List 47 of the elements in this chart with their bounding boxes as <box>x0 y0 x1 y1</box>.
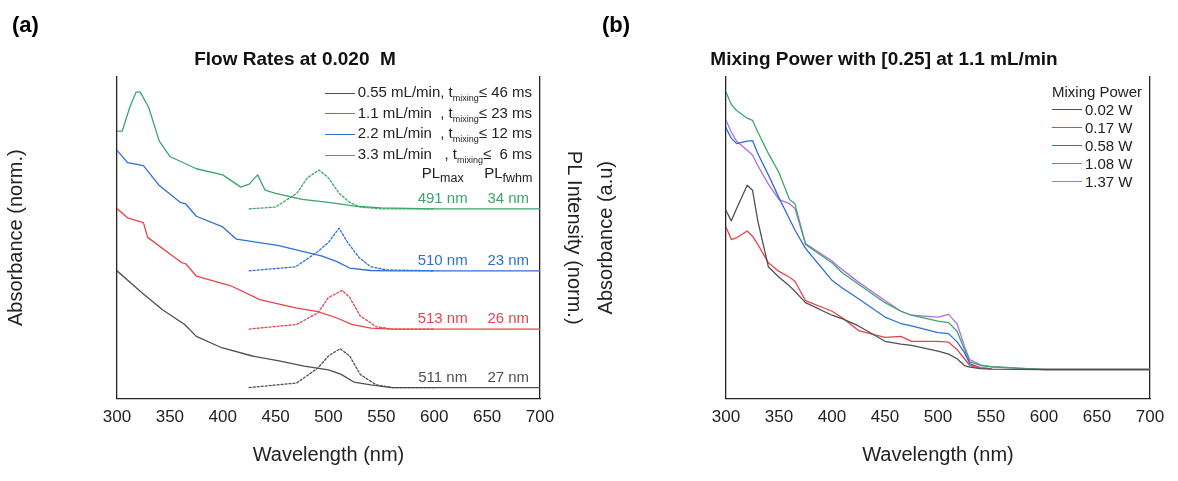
x-tick-label: 550 <box>976 407 1006 427</box>
x-axis-title: Wavelength (nm) <box>862 442 1014 465</box>
annotation: 23 nm <box>487 250 530 268</box>
annotation: 27 nm <box>487 367 530 385</box>
x-tick-label: 700 <box>525 407 555 427</box>
annotation: PL$_{fwhm}$ <box>484 163 533 186</box>
annotation: PL$_{max}$ <box>421 163 464 186</box>
legend-label: 2.2 mL/min , t$_{mixing}$≤ 12 ms <box>357 124 532 146</box>
legend-label: 1.37 W <box>1084 172 1133 191</box>
text: (b) <box>602 12 631 38</box>
annotation: 26 nm <box>487 309 530 327</box>
x-tick-label: 350 <box>155 407 185 427</box>
annotation: 34 nm <box>487 188 530 206</box>
legend-label: 0.17 W <box>1084 118 1133 137</box>
x-tick-label: 400 <box>817 407 847 427</box>
x-axis-title: Wavelength (nm) <box>252 442 405 465</box>
x-tick-label: 650 <box>472 407 502 427</box>
annotation: 491 nm <box>417 188 468 206</box>
x-tick-label: 500 <box>923 407 953 427</box>
legend-label: 1.1 mL/min , t$_{mixing}$≤ 23 ms <box>357 103 532 125</box>
x-tick-label: 550 <box>367 407 396 427</box>
chart-title: Mixing Power with [0.25] at 1.1 mL/min <box>710 47 1058 69</box>
annotation: 513 nm <box>417 309 468 327</box>
x-tick-label: 450 <box>261 407 290 427</box>
chart-title: Flow Rates at 0.020 M <box>194 47 396 69</box>
legend-label: 0.02 W <box>1084 100 1133 119</box>
x-tick-label: 600 <box>420 407 449 427</box>
legend-label: 1.08 W <box>1084 154 1133 173</box>
legend-label: 3.3 mL/min , t$_{mixing}$≤ 6 ms <box>357 145 532 166</box>
y2-axis-title: PL Intensity (norm.) <box>564 150 587 325</box>
y-axis-title: Absorbance (norm.) <box>3 149 26 327</box>
x-tick-label: 350 <box>764 407 794 427</box>
x-tick-label: 300 <box>711 407 741 427</box>
annotation: 510 nm <box>417 250 468 268</box>
x-tick-label: 450 <box>870 407 900 427</box>
text: (a) <box>12 12 39 38</box>
y-axis-title: Absorbance (a.u) <box>593 160 616 315</box>
x-tick-label: 650 <box>1082 407 1112 427</box>
annotation: 511 nm <box>418 367 468 385</box>
x-tick-label: 700 <box>1135 407 1165 427</box>
x-tick-label: 600 <box>1029 407 1059 427</box>
legend-label: 0.55 mL/min, t$_{mixing}$≤ 46 ms <box>357 82 532 104</box>
legend-label: 0.58 W <box>1084 136 1133 155</box>
legend-title: Mixing Power <box>1051 82 1142 101</box>
x-tick-label: 300 <box>102 407 132 427</box>
x-tick-label: 500 <box>314 407 343 427</box>
x-tick-label: 400 <box>208 407 237 427</box>
